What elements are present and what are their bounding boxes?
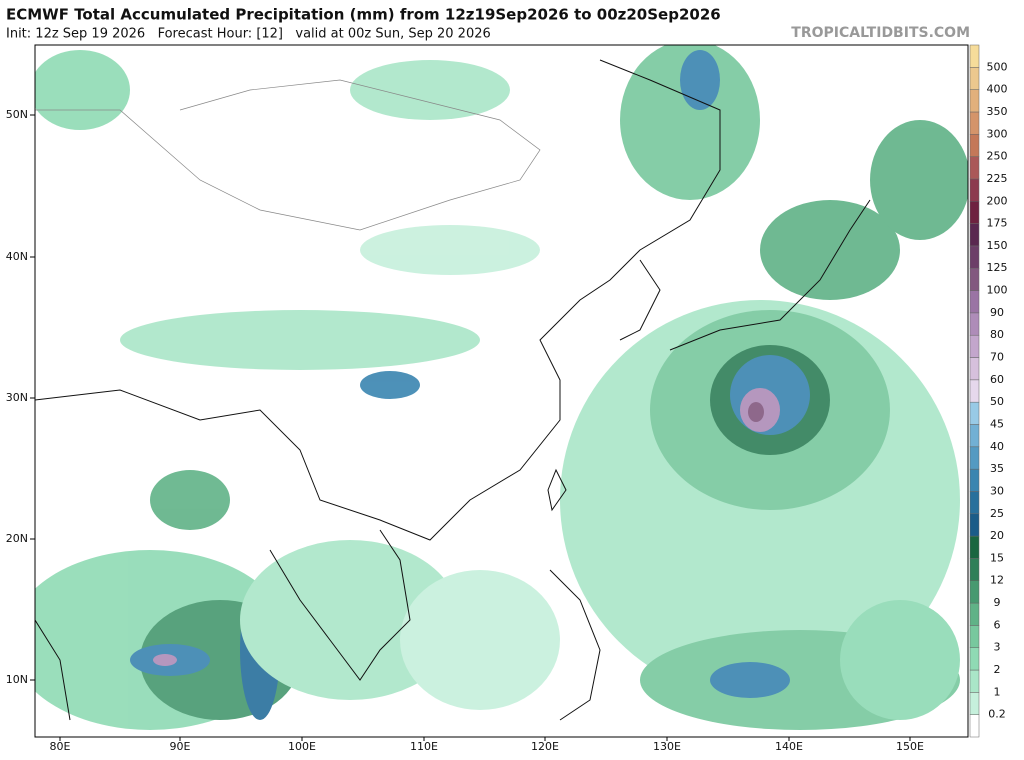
colorbar-label: 1 [994,685,1001,698]
lon-label: 110E [410,740,438,753]
colorbar-cell [969,134,980,157]
colorbar-label: 150 [987,239,1008,252]
colorbar-label: 100 [987,284,1008,297]
map-area [35,45,968,737]
colorbar-label: 60 [990,373,1004,386]
colorbar-label: 0.2 [988,708,1006,721]
lat-label: 40N [6,250,28,263]
lon-label: 80E [50,740,71,753]
colorbar-cell [969,669,980,693]
colorbar-label: 70 [990,351,1004,364]
colorbar-label: 15 [990,551,1004,564]
colorbar-cell [969,401,980,425]
colorbar-cell [969,491,980,515]
lon-label: 120E [531,740,559,753]
colorbar-cell [969,267,980,291]
lat-label: 10N [6,673,28,686]
colorbar-cell [969,468,980,492]
colorbar-cell [969,156,980,180]
colorbar-label: 80 [990,328,1004,341]
colorbar-cell [969,357,980,381]
colorbar-cell [969,513,980,537]
axis-labels: 50N 40N 30N 20N 10N 80E 90E 100E 110E 120E 130E 140… [6,108,924,753]
colorbar-label: 200 [987,194,1008,207]
colorbar-cell [969,245,980,269]
colorbar-label: 35 [990,462,1004,475]
precip-field [35,45,968,730]
lat-label: 30N [6,391,28,404]
colorbar-cell [969,67,980,90]
colorbar-label: 50 [990,395,1004,408]
colorbar-cell [969,312,980,336]
colorbar-label: 9 [994,596,1001,609]
lat-label: 20N [6,532,28,545]
colorbar-label: 12 [990,574,1004,587]
lon-label: 130E [653,740,681,753]
colorbar-label: 175 [987,217,1008,230]
colorbar-label: 300 [987,127,1008,140]
lon-label: 90E [170,740,191,753]
subtitle: Init: 12z Sep 19 2026 Forecast Hour: [12… [6,27,491,42]
colorbar-cell [969,602,980,626]
colorbar-cell [969,558,980,581]
colorbar-cell [969,178,980,202]
colorbar-label: 250 [987,150,1008,163]
colorbar-label: 400 [987,83,1008,96]
lon-label: 140E [775,740,803,753]
colorbar-cell [969,535,980,559]
map-frame [34,44,969,738]
colorbar-cell [969,714,980,738]
borders [35,79,541,231]
title: ECMWF Total Accumulated Precipitation (m… [6,6,721,24]
colorbar-cell [969,424,980,448]
colorbar-label: 3 [994,641,1001,654]
colorbar-label: 90 [990,306,1004,319]
colorbar-label: 6 [994,618,1001,631]
colorbar-label: 30 [990,484,1004,497]
colorbar: 0.21236912152025303540455060708090100125… [969,44,1008,738]
colorbar-cell [969,692,980,715]
colorbar-label: 2 [994,663,1001,676]
colorbar-cell [969,290,980,314]
colorbar-label: 25 [990,507,1004,520]
colorbar-cell [969,446,980,470]
colorbar-cell [969,111,980,135]
lat-label: 50N [6,108,28,121]
coastlines [35,59,871,721]
colorbar-cell [969,89,980,113]
colorbar-cell [969,379,980,403]
watermark: TROPICALTIDBITS.COM [791,25,970,41]
colorbar-label: 20 [990,529,1004,542]
colorbar-cell [969,44,980,68]
colorbar-cell [969,647,980,671]
colorbar-cell [969,625,980,648]
colorbar-cell [969,580,980,604]
colorbar-label: 225 [987,172,1008,185]
colorbar-label: 350 [987,105,1008,118]
colorbar-label: 125 [987,261,1008,274]
lon-label: 150E [896,740,924,753]
colorbar-cell [969,223,980,247]
colorbar-cell [969,201,980,224]
lon-label: 100E [288,740,316,753]
colorbar-label: 40 [990,440,1004,453]
colorbar-label: 45 [990,417,1004,430]
colorbar-cell [969,334,980,358]
colorbar-label: 500 [987,60,1008,73]
